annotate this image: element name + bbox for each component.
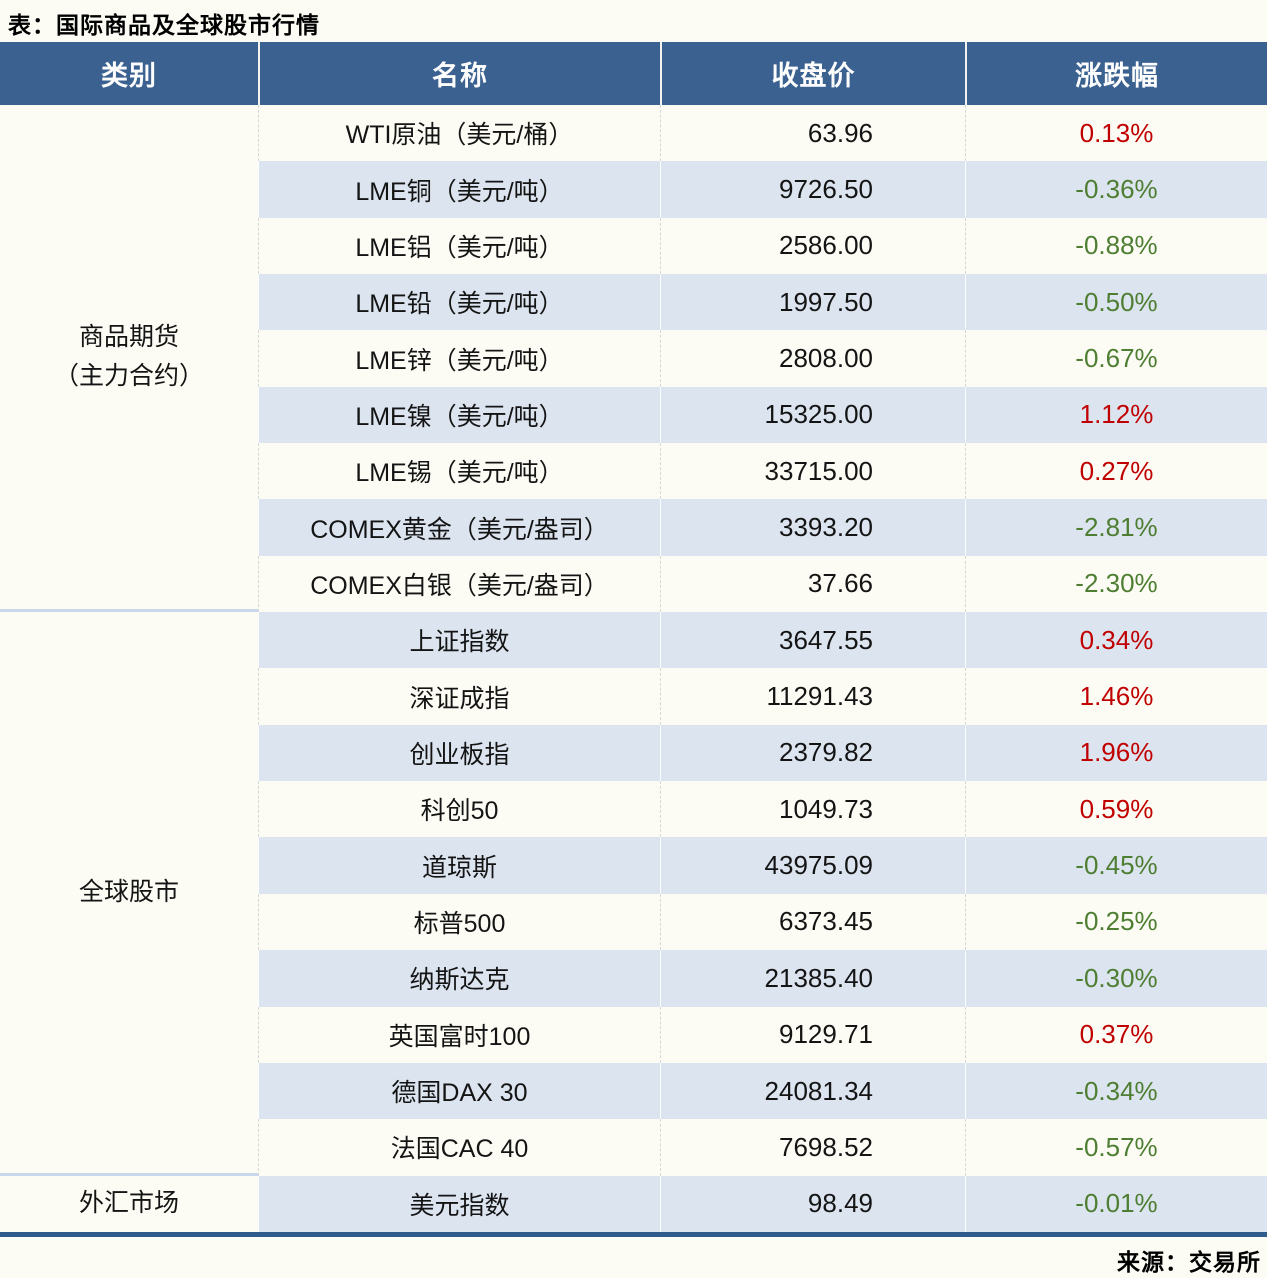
name-cell: 道琼斯 — [258, 837, 660, 894]
change-cell: 1.96% — [965, 724, 1267, 782]
table-header-row: 类别 名称 收盘价 涨跌幅 — [0, 42, 1267, 105]
change-cell: -0.67% — [965, 330, 1267, 387]
name-cell: 纳斯达克 — [258, 950, 660, 1007]
header-cell-change: 涨跌幅 — [965, 42, 1267, 105]
name-cell: 法国CAC 40 — [258, 1119, 660, 1176]
table-bottom-border — [0, 1232, 1267, 1237]
close-cell: 63.96 — [660, 105, 965, 162]
change-cell: -0.30% — [965, 950, 1267, 1007]
name-cell: LME铝（美元/吨） — [258, 217, 660, 275]
category-cell: 商品期货 （主力合约） — [0, 105, 258, 613]
change-cell: -0.01% — [965, 1175, 1267, 1232]
close-cell: 7698.52 — [660, 1119, 965, 1176]
close-cell: 37.66 — [660, 555, 965, 613]
close-cell: 3393.20 — [660, 499, 965, 556]
page-title: 表：国际商品及全球股市行情 — [8, 12, 320, 38]
name-cell: WTI原油（美元/桶） — [258, 105, 660, 162]
change-cell: -0.57% — [965, 1119, 1267, 1176]
close-cell: 1049.73 — [660, 781, 965, 838]
name-cell: COMEX白银（美元/盎司） — [258, 555, 660, 613]
change-cell: -2.30% — [965, 555, 1267, 613]
change-cell: -0.50% — [965, 274, 1267, 331]
name-cell: LME镍（美元/吨） — [258, 386, 660, 444]
name-cell: 德国DAX 30 — [258, 1062, 660, 1120]
name-cell: 上证指数 — [258, 612, 660, 669]
close-cell: 33715.00 — [660, 443, 965, 500]
name-cell: LME锌（美元/吨） — [258, 330, 660, 387]
header-cell-name: 名称 — [258, 42, 660, 105]
name-cell: LME铜（美元/吨） — [258, 161, 660, 218]
change-cell: -0.36% — [965, 161, 1267, 218]
change-cell: 0.27% — [965, 443, 1267, 500]
header-cell-close: 收盘价 — [660, 42, 965, 105]
change-cell: -2.81% — [965, 499, 1267, 556]
close-cell: 9129.71 — [660, 1006, 965, 1063]
change-cell: -0.88% — [965, 217, 1267, 275]
name-cell: 创业板指 — [258, 724, 660, 782]
category-cell: 外汇市场 — [78, 1189, 179, 1218]
change-cell: 1.46% — [965, 668, 1267, 725]
name-cell: 深证成指 — [258, 668, 660, 725]
change-cell: 1.12% — [965, 386, 1267, 444]
header-cell-category: 类别 — [101, 61, 157, 91]
close-cell: 11291.43 — [660, 668, 965, 725]
close-cell: 21385.40 — [660, 950, 965, 1007]
close-cell: 98.49 — [660, 1175, 965, 1232]
change-cell: -0.45% — [965, 837, 1267, 894]
close-cell: 2379.82 — [660, 724, 965, 782]
close-cell: 15325.00 — [660, 386, 965, 444]
close-cell: 2586.00 — [660, 217, 965, 275]
close-cell: 43975.09 — [660, 837, 965, 894]
close-cell: 6373.45 — [660, 893, 965, 951]
change-cell: -0.25% — [965, 893, 1267, 951]
name-cell: COMEX黄金（美元/盎司） — [258, 499, 660, 556]
name-cell: LME锡（美元/吨） — [258, 443, 660, 500]
close-cell: 24081.34 — [660, 1062, 965, 1120]
change-cell: 0.59% — [965, 781, 1267, 838]
close-cell: 9726.50 — [660, 161, 965, 218]
close-cell: 3647.55 — [660, 612, 965, 669]
table-body: 商品期货 （主力合约） WTI原油（美元/桶） 63.96 0.13% LME铜（美元/… — [0, 105, 1267, 1232]
market-table: 类别 名称 收盘价 涨跌幅 商品期货 （主力合约） WTI原油（美元/桶） 63.9… — [0, 42, 1267, 1232]
name-cell: 科创50 — [258, 781, 660, 838]
source-note: 来源：交易所 — [1117, 1249, 1261, 1275]
change-cell: 0.13% — [965, 105, 1267, 162]
name-cell: 标普500 — [258, 893, 660, 951]
close-cell: 2808.00 — [660, 330, 965, 387]
name-cell: LME铅（美元/吨） — [258, 274, 660, 331]
change-cell: 0.34% — [965, 612, 1267, 669]
close-cell: 1997.50 — [660, 274, 965, 331]
name-cell: 美元指数 — [258, 1175, 660, 1232]
change-cell: -0.34% — [965, 1062, 1267, 1120]
change-cell: 0.37% — [965, 1006, 1267, 1063]
category-cell: 全球股市 — [0, 612, 258, 1176]
name-cell: 英国富时100 — [258, 1006, 660, 1063]
